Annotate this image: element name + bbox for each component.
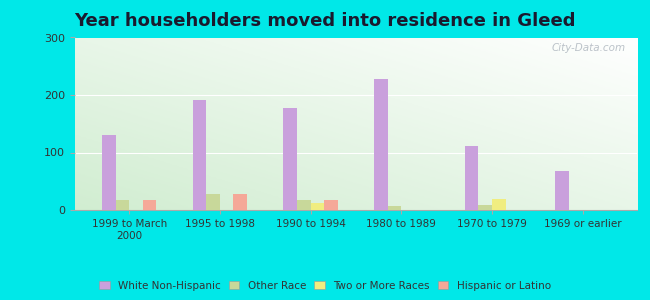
Text: City-Data.com: City-Data.com: [552, 43, 626, 53]
Bar: [283, 108, 297, 210]
Bar: [102, 135, 116, 210]
Bar: [311, 203, 324, 210]
Bar: [478, 206, 492, 210]
Bar: [192, 100, 206, 210]
Bar: [492, 199, 506, 210]
Bar: [465, 146, 478, 210]
Bar: [324, 200, 338, 210]
Bar: [555, 171, 569, 210]
Bar: [233, 194, 247, 210]
Bar: [206, 194, 220, 210]
Bar: [143, 200, 157, 210]
Bar: [116, 200, 129, 210]
Text: Year householders moved into residence in Gleed: Year householders moved into residence i…: [74, 12, 576, 30]
Bar: [387, 206, 401, 210]
Bar: [297, 200, 311, 210]
Bar: [374, 79, 387, 210]
Legend: White Non-Hispanic, Other Race, Two or More Races, Hispanic or Latino: White Non-Hispanic, Other Race, Two or M…: [95, 277, 555, 295]
